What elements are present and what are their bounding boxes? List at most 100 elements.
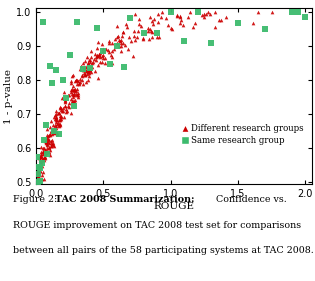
- Point: [54, 115, 59, 119]
- Point: [77, 81, 82, 86]
- Point: [38, 149, 43, 154]
- Point: [44, 133, 49, 137]
- Point: [125, 25, 130, 29]
- Point: [82, 68, 87, 72]
- Point: [38, 154, 43, 159]
- Point: [89, 65, 94, 69]
- Point: [44, 149, 49, 153]
- Point: [111, 46, 116, 51]
- Point: [159, 15, 164, 19]
- Text: Figure 2:: Figure 2:: [13, 195, 57, 204]
- Point: [39, 160, 44, 165]
- Point: [99, 54, 104, 58]
- Point: [41, 145, 46, 150]
- Point: [43, 139, 49, 143]
- Point: [35, 170, 40, 174]
- Point: [44, 146, 49, 150]
- Point: [40, 20, 45, 24]
- Point: [57, 123, 62, 127]
- Point: [68, 88, 73, 92]
- Point: [124, 22, 129, 26]
- Point: [44, 136, 49, 140]
- Point: [75, 92, 80, 97]
- Point: [98, 50, 103, 55]
- Point: [66, 93, 72, 97]
- Point: [83, 65, 89, 69]
- Point: [41, 177, 46, 181]
- Point: [61, 108, 66, 113]
- Point: [62, 99, 67, 104]
- Point: [38, 164, 43, 168]
- Point: [45, 149, 50, 153]
- Point: [100, 49, 106, 53]
- Point: [146, 36, 152, 41]
- Point: [109, 54, 114, 59]
- Point: [122, 42, 127, 47]
- Point: [48, 141, 53, 145]
- Point: [42, 158, 47, 162]
- Point: [85, 72, 90, 76]
- Point: [39, 161, 44, 165]
- Point: [54, 126, 59, 130]
- Point: [108, 62, 113, 67]
- Point: [50, 141, 55, 146]
- Point: [51, 129, 56, 133]
- Point: [51, 144, 56, 148]
- Point: [149, 29, 154, 33]
- Point: [49, 138, 54, 143]
- Point: [66, 93, 71, 97]
- Point: [36, 177, 41, 181]
- Point: [101, 46, 106, 51]
- Point: [121, 65, 126, 70]
- Point: [150, 34, 155, 39]
- Point: [39, 177, 44, 181]
- Point: [45, 139, 50, 144]
- Point: [78, 77, 83, 81]
- Point: [48, 125, 53, 129]
- Point: [40, 152, 45, 157]
- Point: [57, 111, 62, 115]
- Point: [177, 15, 182, 19]
- Point: [47, 137, 52, 142]
- Point: [62, 98, 67, 103]
- Point: [45, 127, 50, 132]
- Point: [35, 176, 40, 181]
- Point: [85, 68, 90, 72]
- Point: [269, 10, 274, 14]
- Point: [74, 77, 79, 82]
- Point: [255, 10, 260, 14]
- Point: [54, 67, 59, 72]
- Point: [128, 16, 133, 21]
- Point: [92, 69, 97, 73]
- Point: [61, 114, 66, 119]
- Point: [66, 105, 72, 109]
- Point: [94, 26, 99, 31]
- Point: [74, 20, 79, 24]
- Point: [131, 34, 136, 38]
- Point: [70, 93, 75, 98]
- Point: [152, 17, 157, 21]
- Point: [89, 60, 94, 65]
- Point: [36, 155, 41, 160]
- Point: [63, 100, 68, 105]
- Point: [116, 33, 121, 38]
- Point: [85, 69, 90, 74]
- Point: [50, 130, 55, 134]
- Point: [59, 106, 64, 110]
- Point: [37, 178, 42, 183]
- Point: [91, 60, 96, 64]
- Point: [133, 12, 138, 16]
- Point: [93, 51, 98, 56]
- Point: [58, 117, 63, 122]
- Point: [43, 151, 48, 156]
- Point: [262, 27, 267, 31]
- Point: [126, 46, 131, 51]
- Point: [48, 152, 53, 157]
- Point: [145, 25, 150, 30]
- Point: [40, 146, 45, 150]
- Point: [47, 64, 52, 69]
- Point: [54, 121, 59, 126]
- Point: [120, 34, 125, 38]
- Point: [69, 91, 74, 96]
- Point: [296, 10, 301, 14]
